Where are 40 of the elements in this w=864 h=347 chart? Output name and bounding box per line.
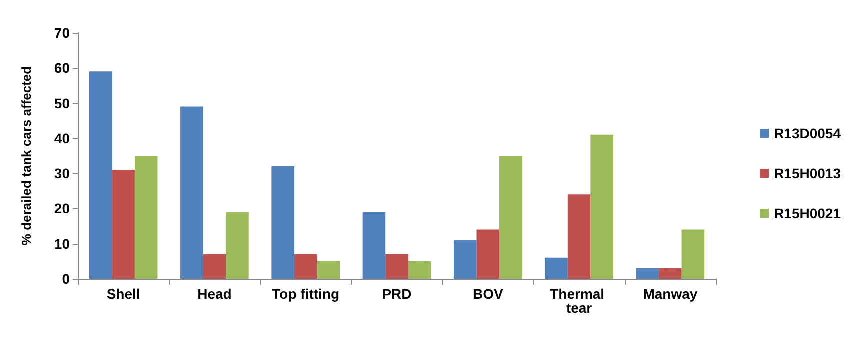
bar: [112, 170, 135, 279]
y-axis-title: % derailed tank cars affected: [19, 66, 34, 246]
bar: [226, 212, 249, 279]
bar: [545, 258, 568, 279]
legend-label: R13D0054: [774, 126, 842, 142]
x-tick-label: Head: [198, 286, 232, 302]
bar: [203, 254, 226, 279]
x-tick-label: Shell: [106, 286, 140, 302]
y-tick-label: 30: [54, 166, 70, 182]
bar: [272, 166, 294, 279]
bar: [454, 240, 477, 279]
bar: [386, 254, 408, 279]
bar: [500, 156, 522, 279]
bar: [636, 268, 660, 279]
x-tick-label: Top fitting: [272, 286, 340, 302]
bar: [682, 230, 705, 279]
bar: [659, 268, 682, 279]
y-tick-label: 20: [54, 200, 70, 217]
bar: [317, 261, 340, 279]
legend-label: R15H0013: [774, 166, 842, 182]
y-tick-label: 0: [62, 271, 70, 287]
bar: [476, 230, 500, 279]
y-tick-label: 40: [54, 130, 70, 146]
y-tick-label: 50: [54, 95, 70, 112]
y-tick-label: 10: [54, 236, 70, 252]
bar: [362, 212, 386, 279]
x-tick-label: BOV: [472, 286, 504, 302]
legend-label: R15H0021: [774, 206, 842, 222]
x-tick-label: Thermal tear: [550, 286, 608, 316]
bar: [134, 156, 158, 279]
bar: [89, 72, 112, 279]
bar: [568, 194, 591, 279]
y-tick-label: 60: [54, 60, 70, 76]
y-tick-label: 70: [54, 25, 70, 41]
bar: [408, 261, 432, 279]
bar: [590, 134, 614, 279]
x-tick-label: Manway: [643, 286, 698, 302]
bar: [180, 106, 204, 279]
x-tick-label: PRD: [382, 286, 412, 302]
bar: [294, 254, 318, 279]
